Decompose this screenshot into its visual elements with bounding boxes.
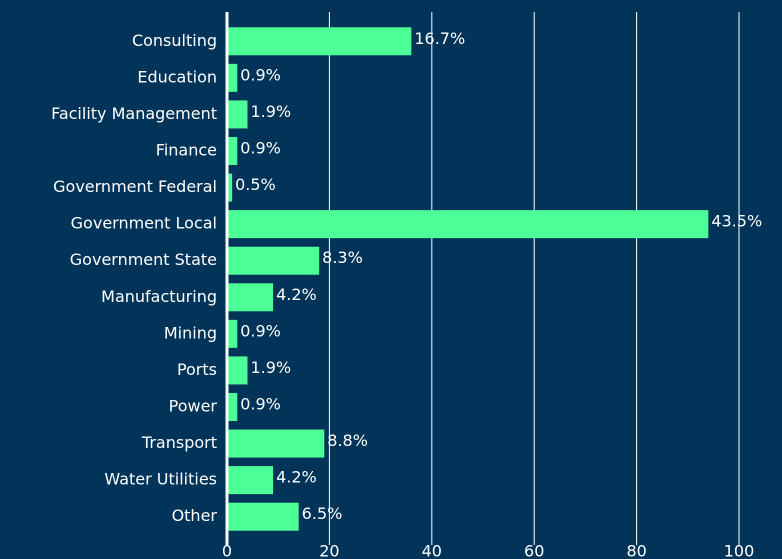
y-tick-label: Mining	[164, 323, 217, 342]
value-label: 8.3%	[322, 248, 363, 267]
y-tick-label: Government Federal	[53, 177, 217, 196]
y-tick-label: Facility Management	[51, 104, 217, 123]
x-tick-label: 40	[422, 542, 442, 559]
bar	[227, 137, 238, 165]
value-label: 1.9%	[250, 358, 291, 377]
y-tick-label: Other	[172, 506, 218, 525]
value-label: 0.9%	[240, 65, 281, 84]
y-tick-label: Transport	[141, 433, 217, 452]
y-tick-label: Government Local	[71, 214, 217, 233]
bar	[227, 210, 709, 239]
value-label: 1.9%	[250, 102, 291, 121]
bar	[227, 63, 238, 92]
x-tick-label: 100	[724, 542, 755, 559]
bar	[227, 100, 248, 129]
x-tick-label: 0	[222, 542, 232, 559]
y-tick-label: Consulting	[132, 31, 217, 50]
bar	[227, 173, 233, 202]
y-tick-label: Water Utilities	[104, 470, 217, 489]
value-label: 6.5%	[302, 504, 343, 523]
value-label: 0.9%	[240, 395, 281, 414]
value-label: 0.9%	[240, 139, 281, 158]
y-tick-label: Ports	[177, 360, 217, 379]
value-label: 16.7%	[414, 29, 465, 48]
value-label: 0.9%	[240, 321, 281, 340]
y-tick-label: Power	[169, 397, 218, 416]
y-tick-label: Education	[137, 67, 217, 86]
value-label: 8.8%	[327, 431, 368, 450]
bar	[227, 283, 274, 312]
bar	[227, 502, 299, 531]
y-tick-label: Government State	[70, 250, 217, 269]
bar	[227, 356, 248, 385]
bar	[227, 393, 238, 421]
value-label: 4.2%	[276, 468, 317, 487]
y-tick-label: Manufacturing	[101, 287, 217, 306]
x-tick-label: 60	[524, 542, 544, 559]
x-tick-label: 80	[626, 542, 646, 559]
value-label: 4.2%	[276, 285, 317, 304]
x-tick-label: 20	[319, 542, 339, 559]
bar	[227, 429, 325, 458]
bar	[227, 27, 412, 56]
value-label: 43.5%	[711, 212, 762, 231]
bar	[227, 466, 274, 495]
bar	[227, 319, 238, 348]
value-label: 0.5%	[235, 175, 276, 194]
y-tick-label: Finance	[156, 141, 217, 160]
bar	[227, 246, 320, 275]
